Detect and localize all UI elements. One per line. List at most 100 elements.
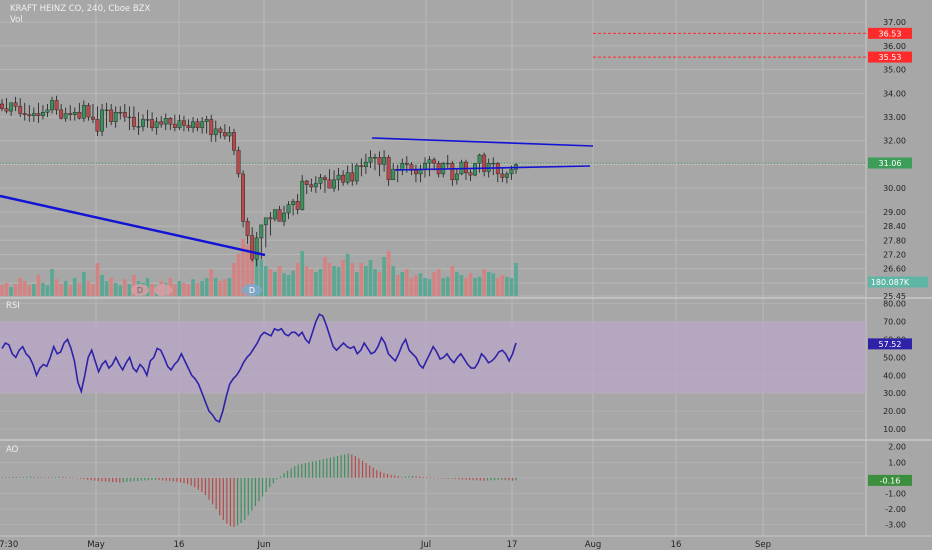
ao-bar <box>333 456 335 478</box>
candle-body <box>172 123 177 128</box>
candle-body <box>163 118 168 125</box>
channel-lower-line[interactable] <box>394 165 591 171</box>
volume-bar <box>127 284 132 296</box>
volume-bar <box>22 281 27 296</box>
ao-bar <box>261 477 264 497</box>
candle-body <box>282 212 286 222</box>
candle-body <box>377 157 382 165</box>
ao-bar <box>4 476 7 478</box>
time-axis: 17:30 May 16 Jun Jul 17 Aug 16 Sep <box>0 540 771 550</box>
volume-bar <box>427 279 432 296</box>
volume-bar <box>486 272 491 296</box>
candle-body <box>263 217 268 226</box>
time-tick-label: Aug <box>585 540 602 550</box>
ao-bar <box>276 477 278 480</box>
candle-body <box>22 113 27 115</box>
ao-bar <box>87 477 89 480</box>
volume-bar <box>282 273 286 296</box>
ao-bar <box>247 477 249 516</box>
ao-value-tag-bg <box>868 474 912 486</box>
volume-bar <box>18 278 23 296</box>
descending-trendline[interactable] <box>0 194 266 257</box>
candle-body <box>323 177 327 181</box>
candle-body <box>491 163 496 165</box>
volume-bar <box>277 266 282 296</box>
volume-bar <box>336 267 341 296</box>
price-tick-label: 30.00 <box>883 184 906 193</box>
dividend-marker[interactable] <box>131 284 149 296</box>
ao-bar <box>351 454 353 478</box>
ao-bar <box>294 466 296 478</box>
volume-legend-label[interactable]: Vol <box>10 15 23 25</box>
candle-body <box>81 104 86 119</box>
ao-tick-label: -2.00 <box>885 505 906 514</box>
candle-body <box>127 116 132 119</box>
rsi-tick-label: 50.00 <box>883 353 906 362</box>
price-tick-label: 27.20 <box>883 251 906 260</box>
ao-bar <box>315 460 317 478</box>
ao-bar <box>508 477 510 481</box>
ao-bar <box>179 477 182 483</box>
ao-bar <box>319 459 321 478</box>
rsi-band <box>0 321 866 394</box>
price-tick-label: 27.80 <box>883 236 906 245</box>
candle-body <box>218 128 223 133</box>
ao-bar <box>104 477 107 482</box>
ao-bar <box>144 477 146 481</box>
candle-body <box>286 204 291 214</box>
volume-bar <box>468 273 473 296</box>
symbol-title[interactable]: KRAFT HEINZ CO, 240, Cboe BZX <box>10 4 151 14</box>
candle-body <box>86 104 91 118</box>
candle-body <box>122 112 127 118</box>
volume-bar <box>213 278 218 296</box>
candle-body <box>241 173 246 222</box>
candle-body <box>477 154 482 164</box>
channel-upper-line[interactable] <box>371 137 594 147</box>
candle-body <box>91 116 95 120</box>
event-markers: D D <box>131 284 262 296</box>
ao-bar <box>62 476 64 478</box>
volume-bar <box>314 272 318 296</box>
ao-bar <box>479 477 481 481</box>
volume-bar <box>391 266 396 296</box>
ao-bar <box>483 477 485 481</box>
ao-bar <box>290 468 292 478</box>
ao-bar <box>347 453 349 478</box>
ao-bar <box>372 467 374 478</box>
ao-bar <box>137 477 139 481</box>
ao-legend-label[interactable]: AO <box>6 445 19 455</box>
volume-bar <box>341 260 345 296</box>
candle-body <box>336 174 341 181</box>
volume-bar <box>304 266 309 296</box>
volume-bar <box>514 263 518 296</box>
candle-body <box>359 165 364 168</box>
dividend-marker[interactable] <box>154 284 172 296</box>
volume-bar <box>223 279 227 296</box>
ao-tick-label: 1.00 <box>888 458 906 467</box>
ao-bar <box>301 463 303 478</box>
rsi-legend-label[interactable]: RSI <box>6 301 20 311</box>
ao-bar <box>461 477 464 480</box>
dividend-marker[interactable] <box>242 284 262 296</box>
ao-bar <box>8 477 10 478</box>
ao-bar <box>297 464 299 478</box>
trendlines[interactable] <box>0 137 594 257</box>
candle-body <box>168 118 173 125</box>
ao-bar <box>258 477 260 502</box>
volume-bar <box>350 263 355 296</box>
candle-body <box>186 125 191 128</box>
volume-bar <box>0 285 4 296</box>
ao-bar <box>12 476 14 478</box>
volume-bar <box>450 266 455 296</box>
ao-bar <box>122 477 124 483</box>
ao-bar <box>219 477 221 516</box>
candle-body <box>104 109 109 111</box>
ao-bar <box>476 477 478 481</box>
candle-body <box>195 121 200 128</box>
volume-bar <box>309 269 314 296</box>
candle-body <box>109 109 114 122</box>
candle-body <box>373 157 377 159</box>
candle-body <box>350 172 355 182</box>
ao-bar <box>108 477 110 482</box>
